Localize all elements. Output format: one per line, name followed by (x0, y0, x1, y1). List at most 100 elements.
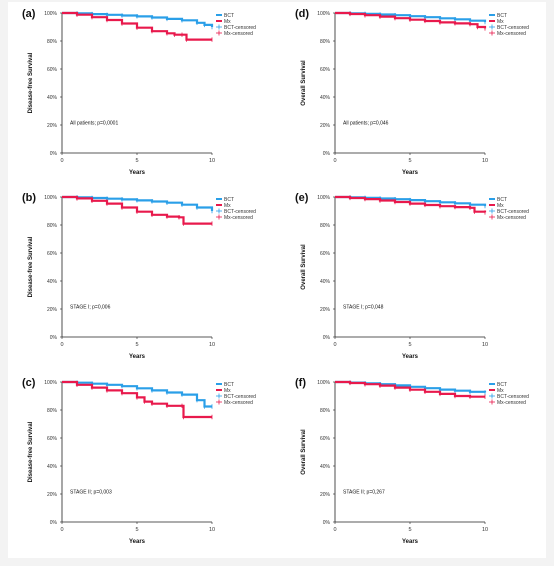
legend-label: BCT (497, 382, 507, 388)
legend-label: Mx-censored (224, 215, 253, 221)
y-tick-label: 80% (320, 408, 331, 414)
y-axis-label: Disease-free Survival (28, 236, 34, 297)
y-tick-label: 60% (47, 436, 58, 442)
figure-frame (8, 2, 546, 558)
y-tick-label: 80% (320, 39, 331, 45)
x-tick-label: 10 (482, 527, 488, 533)
y-tick-label: 20% (47, 492, 58, 498)
x-tick-label: 5 (135, 342, 138, 348)
x-axis-label: Years (129, 170, 146, 176)
y-tick-label: 40% (47, 279, 58, 285)
legend-label: Mx (224, 19, 231, 25)
legend-label: BCT-censored (497, 394, 529, 400)
panel-label: (d) (295, 8, 309, 20)
legend-label: Mx (224, 203, 231, 209)
y-tick-label: 100% (317, 11, 330, 17)
x-tick-label: 0 (60, 527, 63, 533)
legend-label: Mx (497, 203, 504, 209)
y-tick-label: 60% (320, 67, 331, 73)
y-tick-label: 100% (317, 195, 330, 201)
y-axis-label: Overall Survival (301, 429, 307, 475)
y-tick-label: 80% (320, 223, 331, 229)
survival-panel-6: (f) 0% 20% 40% 60% 80% 100% 0 5 10 Years Overall Su… (295, 377, 529, 545)
legend-label: Mx (224, 388, 231, 394)
x-tick-label: 5 (135, 158, 138, 164)
legend-label: Mx (497, 19, 504, 25)
x-tick-label: 10 (482, 342, 488, 348)
p-value-annotation: All patients; p=0,0001 (70, 120, 118, 126)
legend-label: Mx-censored (497, 400, 526, 406)
y-tick-label: 40% (320, 279, 331, 285)
p-value-annotation: All patients; p=0,046 (343, 120, 389, 126)
x-axis-label: Years (129, 539, 146, 545)
y-tick-label: 0% (50, 151, 58, 157)
x-tick-label: 10 (482, 158, 488, 164)
legend-label: BCT-censored (497, 25, 529, 31)
y-tick-label: 100% (44, 11, 57, 17)
legend-label: Mx-censored (497, 31, 526, 37)
y-tick-label: 0% (50, 335, 58, 341)
legend-label: BCT (224, 13, 234, 19)
y-tick-label: 80% (47, 408, 58, 414)
x-tick-label: 0 (60, 342, 63, 348)
x-tick-label: 10 (209, 158, 215, 164)
legend-label: BCT-censored (224, 25, 256, 31)
legend-label: BCT-censored (224, 209, 256, 215)
survival-panel-4: (e) 0% 20% 40% 60% 80% 100% 0 5 10 Years Overall Su… (295, 192, 529, 360)
panel-label: (f) (295, 377, 306, 389)
y-tick-label: 100% (44, 195, 57, 201)
x-tick-label: 0 (333, 527, 336, 533)
legend-label: BCT (497, 13, 507, 19)
legend-label: BCT (224, 197, 234, 203)
y-tick-label: 20% (47, 307, 58, 313)
y-tick-label: 20% (320, 307, 331, 313)
x-tick-label: 0 (333, 158, 336, 164)
survival-panel-2: (d) 0% 20% 40% 60% 80% 100% 0 5 10 Years Overall Su… (295, 8, 529, 176)
y-tick-label: 40% (320, 464, 331, 470)
y-tick-label: 20% (320, 123, 331, 129)
y-tick-label: 20% (320, 492, 331, 498)
x-tick-label: 5 (135, 527, 138, 533)
y-tick-label: 40% (47, 464, 58, 470)
survival-panel-1: (a) 0% 20% 40% 60% 80% 100% 0 5 10 Years Disease-fr… (22, 8, 256, 176)
y-tick-label: 20% (47, 123, 58, 129)
x-tick-label: 5 (408, 158, 411, 164)
y-axis-label: Overall Survival (301, 244, 307, 290)
x-tick-label: 5 (408, 527, 411, 533)
p-value-annotation: STAGE II; p=0,267 (343, 489, 385, 495)
y-axis-label: Disease-free Survival (28, 421, 34, 482)
x-tick-label: 5 (408, 342, 411, 348)
y-tick-label: 100% (44, 380, 57, 386)
y-tick-label: 80% (47, 39, 58, 45)
y-tick-label: 60% (47, 67, 58, 73)
x-axis-label: Years (402, 354, 419, 360)
p-value-annotation: STAGE II; p=0,003 (70, 489, 112, 495)
y-tick-label: 0% (323, 520, 331, 526)
survival-panel-5: (c) 0% 20% 40% 60% 80% 100% 0 5 10 Years Disease-fr… (22, 377, 256, 545)
y-tick-label: 80% (47, 223, 58, 229)
panel-label: (a) (22, 8, 36, 20)
legend-label: Mx-censored (224, 400, 253, 406)
x-tick-label: 10 (209, 527, 215, 533)
legend-label: BCT-censored (497, 209, 529, 215)
survival-panel-3: (b) 0% 20% 40% 60% 80% 100% 0 5 10 Years Disease-fr… (22, 192, 256, 360)
y-tick-label: 60% (320, 251, 331, 257)
y-tick-label: 60% (47, 251, 58, 257)
x-tick-label: 0 (333, 342, 336, 348)
legend-label: Mx (497, 388, 504, 394)
p-value-annotation: STAGE I; p=0,048 (343, 304, 384, 310)
y-tick-label: 100% (317, 380, 330, 386)
legend-label: BCT-censored (224, 394, 256, 400)
legend-label: Mx-censored (224, 31, 253, 37)
y-axis-label: Overall Survival (301, 60, 307, 106)
legend-label: BCT (224, 382, 234, 388)
x-axis-label: Years (402, 539, 419, 545)
y-tick-label: 60% (320, 436, 331, 442)
y-tick-label: 0% (50, 520, 58, 526)
p-value-annotation: STAGE I; p=0,006 (70, 304, 111, 310)
y-tick-label: 0% (323, 151, 331, 157)
legend-label: Mx-censored (497, 215, 526, 221)
panel-label: (b) (22, 192, 36, 204)
